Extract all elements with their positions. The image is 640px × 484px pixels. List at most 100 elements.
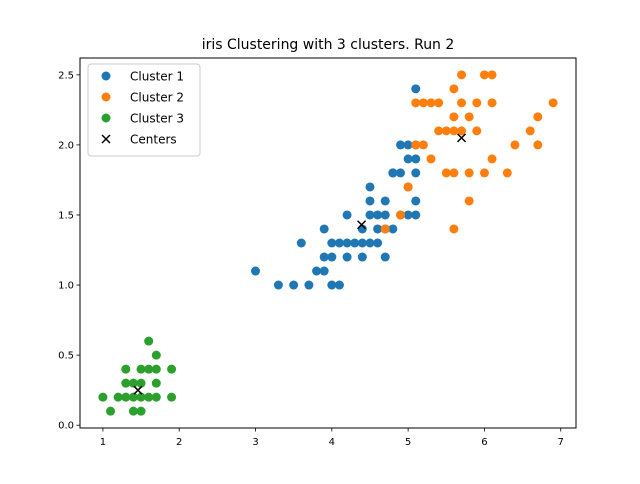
- data-point: [334, 280, 344, 290]
- data-point: [457, 70, 467, 80]
- legend: Cluster 1 Cluster 2 Cluster 3 Centers: [87, 63, 201, 157]
- data-point: [312, 266, 322, 276]
- data-point: [487, 154, 497, 164]
- center-mark-b: [133, 385, 143, 395]
- legend-label: Cluster 3: [130, 112, 184, 126]
- data-point: [144, 364, 154, 374]
- x-axis: 1 2 3 4 5 6 7: [100, 428, 564, 448]
- y-tick-label: 0.0: [58, 421, 74, 432]
- data-point: [449, 168, 459, 178]
- data-point: [365, 182, 375, 192]
- data-point: [548, 98, 558, 108]
- data-point: [380, 252, 390, 262]
- legend-marker: [101, 92, 111, 102]
- data-point: [365, 210, 375, 220]
- series-1: [380, 70, 558, 234]
- y-tick-label: 2.0: [58, 140, 74, 151]
- data-point: [334, 238, 344, 248]
- data-point: [449, 126, 459, 136]
- x-tick-label: 7: [558, 437, 564, 448]
- legend-label: Cluster 2: [130, 91, 184, 105]
- data-point: [434, 126, 444, 136]
- data-point: [457, 98, 467, 108]
- data-point: [121, 364, 131, 374]
- data-point: [418, 140, 428, 150]
- legend-marker: [101, 71, 111, 81]
- data-point: [319, 224, 329, 234]
- x-tick-label: 1: [100, 437, 106, 448]
- data-point: [98, 392, 108, 402]
- x-tick-label: 2: [176, 437, 182, 448]
- data-point: [411, 154, 421, 164]
- data-point: [136, 378, 146, 388]
- data-point: [128, 378, 138, 388]
- data-point: [365, 238, 375, 248]
- data-point: [319, 266, 329, 276]
- data-point: [449, 84, 459, 94]
- data-point: [418, 98, 428, 108]
- data-point: [128, 392, 138, 402]
- data-point: [464, 112, 474, 122]
- data-point: [113, 392, 123, 402]
- plot-frame: [79, 57, 577, 429]
- y-tick-label: 1.0: [58, 281, 74, 292]
- data-point: [403, 182, 413, 192]
- data-point: [472, 126, 482, 136]
- data-point: [388, 224, 398, 234]
- data-point: [395, 168, 405, 178]
- data-point: [151, 378, 161, 388]
- data-point: [472, 98, 482, 108]
- data-point: [136, 364, 146, 374]
- data-point: [434, 98, 444, 108]
- data-point: [151, 364, 161, 374]
- data-point: [464, 196, 474, 206]
- x-tick-label: 4: [329, 437, 335, 448]
- data-point: [327, 280, 337, 290]
- data-point: [441, 168, 451, 178]
- data-point: [502, 168, 512, 178]
- data-point: [464, 168, 474, 178]
- legend-label: Centers: [130, 133, 177, 147]
- series-0: [251, 84, 421, 290]
- data-point: [380, 196, 390, 206]
- data-point: [121, 392, 131, 402]
- data-point: [380, 224, 390, 234]
- center-mark-b: [357, 220, 367, 230]
- data-point: [251, 266, 261, 276]
- data-point: [533, 112, 543, 122]
- data-point: [449, 112, 459, 122]
- data-point: [342, 238, 352, 248]
- data-point: [350, 238, 360, 248]
- data-point: [411, 168, 421, 178]
- data-point: [487, 70, 497, 80]
- chart-title: iris Clustering with 3 clusters. Run 2: [202, 37, 455, 53]
- y-tick-label: 1.5: [58, 210, 74, 221]
- data-point: [106, 406, 116, 416]
- data-point: [457, 126, 467, 136]
- data-point: [327, 238, 337, 248]
- data-point: [342, 252, 352, 262]
- data-point: [296, 238, 306, 248]
- data-point: [426, 98, 436, 108]
- center-mark-b: [457, 133, 467, 143]
- data-point: [144, 336, 154, 346]
- data-point: [403, 210, 413, 220]
- y-tick-label: 0.5: [58, 351, 74, 362]
- data-point: [327, 252, 337, 262]
- data-point: [357, 238, 367, 248]
- data-point: [357, 252, 367, 262]
- data-point: [388, 168, 398, 178]
- data-point: [167, 364, 177, 374]
- data-point: [411, 196, 421, 206]
- data-point: [533, 140, 543, 150]
- data-point: [136, 392, 146, 402]
- data-point: [449, 224, 459, 234]
- data-point: [487, 98, 497, 108]
- data-point: [510, 140, 520, 150]
- data-point: [395, 210, 405, 220]
- data-point: [395, 140, 405, 150]
- data-point: [403, 140, 413, 150]
- data-point: [479, 70, 489, 80]
- data-point: [151, 350, 161, 360]
